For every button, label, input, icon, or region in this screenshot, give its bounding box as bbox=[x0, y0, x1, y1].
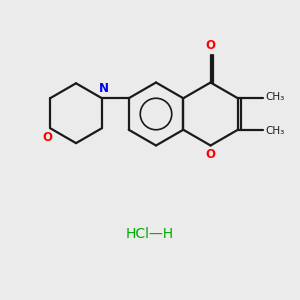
Text: N: N bbox=[98, 82, 108, 95]
Text: O: O bbox=[206, 148, 216, 161]
Text: CH₃: CH₃ bbox=[266, 92, 285, 102]
Text: CH₃: CH₃ bbox=[266, 126, 285, 136]
Text: O: O bbox=[206, 39, 216, 52]
Text: O: O bbox=[43, 131, 53, 144]
Text: HCl—H: HCl—H bbox=[126, 227, 174, 241]
